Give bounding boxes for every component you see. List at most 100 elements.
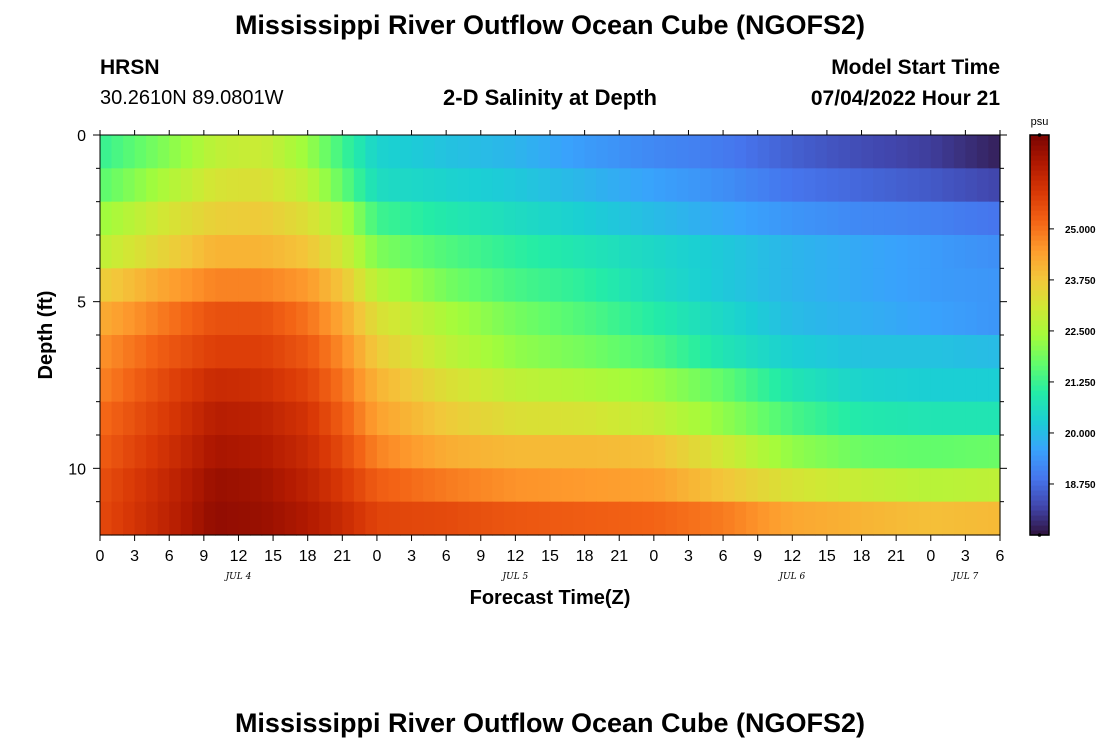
date-label: JUL 7 xyxy=(951,572,979,582)
heatmap-cell xyxy=(492,401,505,436)
heatmap-cell xyxy=(757,401,770,436)
heatmap-cell xyxy=(700,301,713,336)
x-tick-label: 12 xyxy=(506,548,524,565)
heatmap-cell xyxy=(342,435,355,469)
heatmap-cell xyxy=(896,368,909,403)
heatmap-cell xyxy=(780,235,793,269)
heatmap-cell xyxy=(480,135,493,169)
colorbar-swatch xyxy=(1030,435,1049,441)
heatmap-cell xyxy=(630,401,643,436)
heatmap-cell xyxy=(803,335,816,369)
heatmap-cell xyxy=(492,301,505,336)
heatmap-cell xyxy=(676,168,690,203)
heatmap-cell xyxy=(976,468,990,503)
heatmap-cell xyxy=(711,468,724,503)
heatmap-cell xyxy=(330,335,343,369)
heatmap-cell xyxy=(988,135,1001,169)
heatmap-cell xyxy=(215,301,228,336)
heatmap-cell xyxy=(965,201,978,236)
heatmap-cell xyxy=(896,135,909,169)
colorbar-swatch xyxy=(1030,320,1049,326)
heatmap-cell xyxy=(353,401,366,436)
colorbar-swatch xyxy=(1030,365,1049,371)
heatmap-cell xyxy=(388,168,401,203)
heatmap-cell xyxy=(100,201,113,236)
heatmap-cell xyxy=(896,501,909,536)
heatmap-cell xyxy=(469,268,482,303)
heatmap-cell xyxy=(180,168,193,203)
heatmap-cell xyxy=(400,268,413,303)
heatmap-cell xyxy=(492,135,505,169)
heatmap-cell xyxy=(700,235,713,269)
colorbar-swatch xyxy=(1030,140,1049,146)
heatmap-cell xyxy=(792,235,805,269)
heatmap-cell xyxy=(976,235,990,269)
heatmap-cell xyxy=(792,301,805,336)
heatmap-cell xyxy=(561,335,574,369)
x-tick-label: 3 xyxy=(130,548,139,565)
heatmap-cell xyxy=(769,135,782,169)
heatmap-cell xyxy=(676,501,690,536)
heatmap-cell xyxy=(757,168,770,203)
heatmap-cell xyxy=(619,368,632,403)
heatmap-cell xyxy=(942,468,955,503)
heatmap-cell xyxy=(296,501,309,536)
heatmap-cell xyxy=(550,468,563,503)
heatmap-cell xyxy=(250,501,263,536)
heatmap-cell xyxy=(134,168,147,203)
heatmap-cell xyxy=(746,435,759,469)
heatmap-cell xyxy=(746,235,759,269)
heatmap-cell xyxy=(723,201,736,236)
heatmap-cell xyxy=(146,435,159,469)
heatmap-cell xyxy=(965,268,978,303)
heatmap-cell xyxy=(538,501,551,536)
heatmap-cell xyxy=(180,235,193,269)
heatmap-cell xyxy=(688,135,701,169)
x-tick-label: 6 xyxy=(996,548,1005,565)
heatmap-cell xyxy=(676,401,690,436)
heatmap-cell xyxy=(111,268,124,303)
heatmap-cell xyxy=(457,135,470,169)
heatmap-cell xyxy=(596,468,609,503)
heatmap-cell xyxy=(838,135,851,169)
heatmap-cell xyxy=(757,368,770,403)
heatmap-cell xyxy=(780,401,793,436)
heatmap-cell xyxy=(826,301,840,336)
colorbar-swatch xyxy=(1030,420,1049,426)
heatmap-cell xyxy=(838,435,851,469)
heatmap-cell xyxy=(780,435,793,469)
heatmap-cell xyxy=(584,168,597,203)
heatmap-cell xyxy=(284,335,297,369)
heatmap-cell xyxy=(330,135,343,169)
heatmap-cell xyxy=(573,501,586,536)
heatmap-cell xyxy=(953,501,966,536)
heatmap-cell xyxy=(330,368,343,403)
heatmap-cell xyxy=(573,335,586,369)
heatmap-cell xyxy=(711,235,724,269)
heatmap-cell xyxy=(953,268,966,303)
heatmap-cell xyxy=(492,335,505,369)
heatmap-cell xyxy=(134,368,147,403)
heatmap-cell xyxy=(965,135,978,169)
heatmap-cell xyxy=(469,435,482,469)
heatmap-cell xyxy=(746,468,759,503)
heatmap-cell xyxy=(434,368,447,403)
x-tick-label: 6 xyxy=(719,548,728,565)
heatmap-cell xyxy=(238,201,251,236)
heatmap-cell xyxy=(111,368,124,403)
heatmap-cell xyxy=(376,468,390,503)
heatmap-cell xyxy=(953,201,966,236)
heatmap-cell xyxy=(757,501,770,536)
heatmap-cell xyxy=(515,301,528,336)
heatmap-cell xyxy=(976,501,990,536)
heatmap-cell xyxy=(469,335,482,369)
heatmap-cell xyxy=(434,335,447,369)
heatmap-cell xyxy=(711,168,724,203)
colorbar-swatch xyxy=(1030,520,1049,526)
heatmap-cell xyxy=(930,501,943,536)
heatmap-cell xyxy=(596,335,609,369)
heatmap-cell xyxy=(480,501,493,536)
heatmap-cell xyxy=(411,368,424,403)
heatmap-cell xyxy=(538,468,551,503)
heatmap-cell xyxy=(423,368,436,403)
